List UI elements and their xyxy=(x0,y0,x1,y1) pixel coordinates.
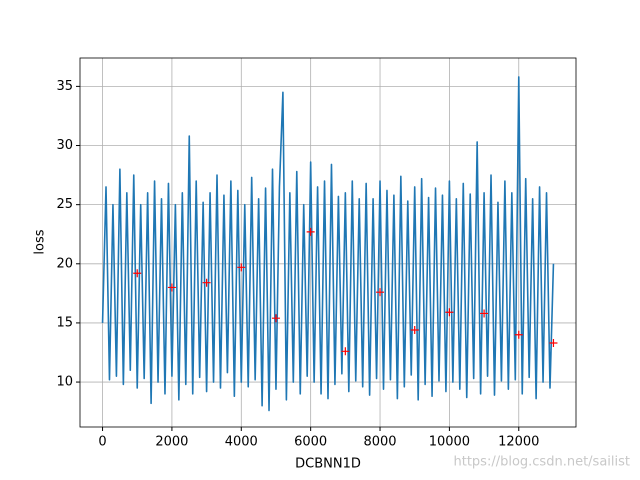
y-tick-label: 25 xyxy=(56,197,73,212)
data-point xyxy=(514,330,523,339)
data-point xyxy=(202,278,211,287)
y-tick-label: 20 xyxy=(56,256,73,271)
data-point xyxy=(133,269,142,278)
y-tick-label: 30 xyxy=(56,138,73,153)
data-point xyxy=(549,339,558,348)
x-tick-label: 10000 xyxy=(429,435,470,450)
x-tick-label: 8000 xyxy=(363,435,396,450)
y-axis-label: loss xyxy=(33,229,48,254)
x-axis-label: DCBNN1D xyxy=(295,457,361,472)
data-point xyxy=(480,309,489,318)
plot-area xyxy=(80,58,576,427)
y-tick-label: 35 xyxy=(56,79,73,94)
data-point xyxy=(376,288,385,297)
data-point xyxy=(410,326,419,335)
x-tick-label: 12000 xyxy=(498,435,539,450)
data-point xyxy=(167,283,176,292)
data-point xyxy=(271,314,280,323)
x-tick-label: 0 xyxy=(98,435,106,450)
data-line xyxy=(101,76,555,412)
data-point xyxy=(445,308,454,317)
y-tick-label: 15 xyxy=(56,315,73,330)
watermark: https://blog.csdn.net/sailist xyxy=(453,455,630,470)
x-tick-label: 4000 xyxy=(225,435,258,450)
y-tick-label: 10 xyxy=(56,375,73,390)
data-point xyxy=(237,263,246,272)
x-tick-label: 6000 xyxy=(294,435,327,450)
axes-frame xyxy=(79,57,577,428)
x-tick-label: 2000 xyxy=(155,435,188,450)
data-point xyxy=(306,227,315,236)
data-point xyxy=(341,347,350,356)
